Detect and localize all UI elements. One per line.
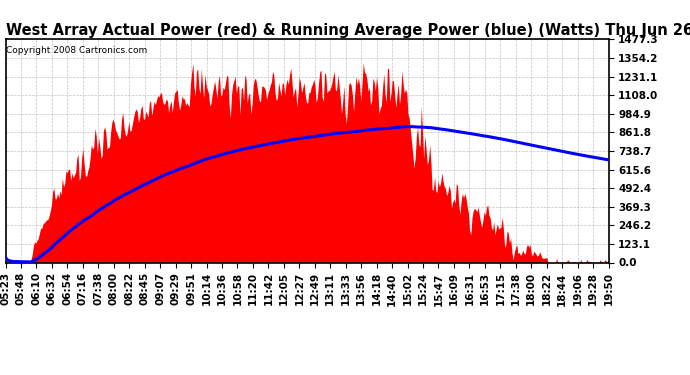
Text: West Array Actual Power (red) & Running Average Power (blue) (Watts) Thu Jun 26 : West Array Actual Power (red) & Running … [6, 23, 690, 38]
Text: Copyright 2008 Cartronics.com: Copyright 2008 Cartronics.com [6, 46, 148, 55]
